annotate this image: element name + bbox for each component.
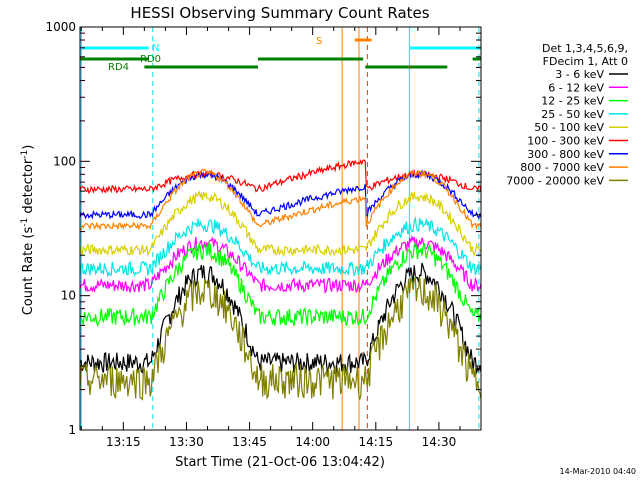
series-line-5	[80, 159, 481, 195]
y-axis-label-sup1: -1	[20, 218, 30, 227]
y-axis-label-main: Count Rate (s	[21, 227, 36, 316]
legend-label-3: 25 - 50 keV	[541, 108, 604, 121]
night-flag-label: N	[152, 43, 159, 54]
flare-flag-label: S	[316, 36, 322, 47]
y-tick-label-3: 1000	[45, 20, 76, 34]
legend-header-line-2: FDecim 1, Att 0	[543, 55, 628, 68]
series-line-7	[80, 168, 481, 231]
legend-header-line-1: Det 1,3,4,5,6,9,	[542, 42, 628, 55]
y-axis-label-mid: detector	[21, 158, 36, 218]
y-axis-label-end: )	[21, 145, 36, 150]
x-tick-label-5: 14:30	[422, 435, 457, 449]
legend-label-4: 50 - 100 keV	[534, 121, 604, 134]
x-tick-label-4: 14:15	[359, 435, 394, 449]
legend-label-1: 6 - 12 keV	[548, 81, 604, 94]
legend-label-5: 100 - 300 keV	[527, 135, 604, 148]
y-axis-label-sup2: -1	[20, 150, 30, 159]
legend-label-8: 7000 - 20000 keV	[506, 174, 604, 187]
series-line-6	[80, 169, 481, 220]
x-tick-label-0: 13:15	[106, 435, 141, 449]
series-line-4	[80, 189, 481, 258]
data-group	[80, 27, 481, 430]
series-line-8	[80, 275, 481, 401]
footer-timestamp: 14-Mar-2010 04:40	[560, 467, 637, 476]
series-line-1	[80, 234, 481, 294]
legend-label-2: 12 - 25 keV	[541, 95, 604, 108]
legend: Det 1,3,4,5,6,9, FDecim 1, Att 0 3 - 6 k…	[506, 42, 628, 187]
x-axis-label: Start Time (21-Oct-06 13:04:42)	[175, 455, 385, 470]
x-tick-label-2: 13:45	[232, 435, 267, 449]
legend-label-7: 800 - 7000 keV	[520, 161, 604, 174]
axes: 13:15 13:30 13:45 14:00 14:15 14:30 1 10 100 1000	[45, 20, 482, 449]
series-line-0	[80, 262, 481, 376]
rd0-flag-label: RD0	[140, 54, 161, 65]
plot-frame	[79, 26, 482, 431]
rd4-flag-label: RD4	[108, 62, 129, 73]
chart-title: HESSI Observing Summary Count Rates	[130, 4, 429, 22]
x-tick-label-3: 14:00	[295, 435, 330, 449]
y-axis-label: Count Rate (s-1 detector-1)	[20, 145, 36, 316]
series-line-2	[80, 241, 481, 328]
y-tick-label-0: 1	[68, 423, 76, 437]
series-line-3	[80, 215, 481, 278]
legend-label-6: 300 - 800 keV	[527, 148, 604, 161]
legend-label-0: 3 - 6 keV	[555, 68, 604, 81]
y-tick-label-2: 100	[53, 154, 76, 168]
x-tick-label-1: 13:30	[169, 435, 204, 449]
y-tick-label-1: 10	[61, 289, 76, 303]
